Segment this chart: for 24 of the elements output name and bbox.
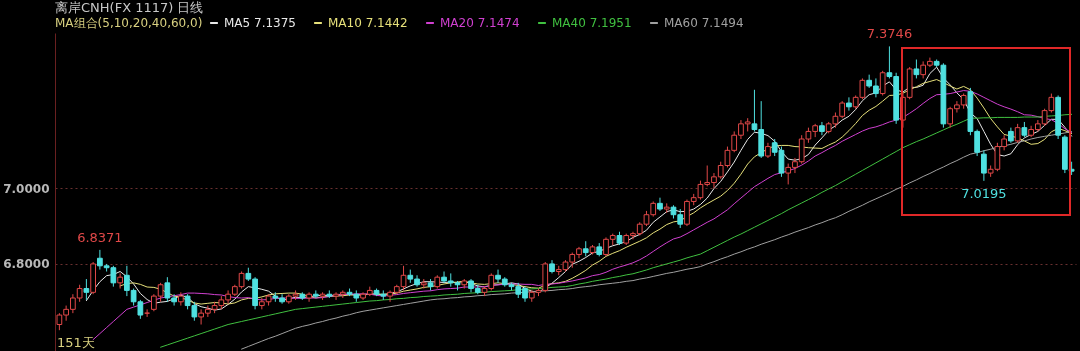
annotation: 7.0195 [961, 185, 1007, 201]
legend-title: MA组合(5,10,20,40,60,0) [55, 16, 203, 30]
annotation: 6.8371 [77, 229, 123, 245]
candlestick [1014, 123, 1021, 144]
candlestick [846, 96, 852, 112]
annotation: 151天 [57, 335, 95, 350]
candlestick [913, 59, 920, 79]
legend-label: MA5 7.1375 [224, 16, 296, 30]
candlestick [306, 291, 312, 303]
annotation: 7.3746 [866, 26, 913, 42]
candlestick [117, 272, 123, 290]
y-tick-label: 6.8000 [3, 257, 50, 272]
y-tick-label: 7.0000 [3, 181, 50, 196]
legend-label: MA60 7.1494 [664, 16, 744, 30]
legend-label: MA20 7.1474 [440, 16, 520, 30]
candlestick [177, 291, 184, 307]
chart-title: 离岸CNH(FX 1117) 日线 [55, 0, 204, 15]
candlestick [879, 70, 886, 96]
legend-label: MA40 7.1951 [552, 16, 632, 30]
candlestick [981, 149, 987, 182]
legend-label: MA10 7.1442 [328, 16, 408, 30]
candlestick [819, 121, 825, 136]
candlestick [657, 197, 663, 212]
candlestick [83, 278, 90, 301]
